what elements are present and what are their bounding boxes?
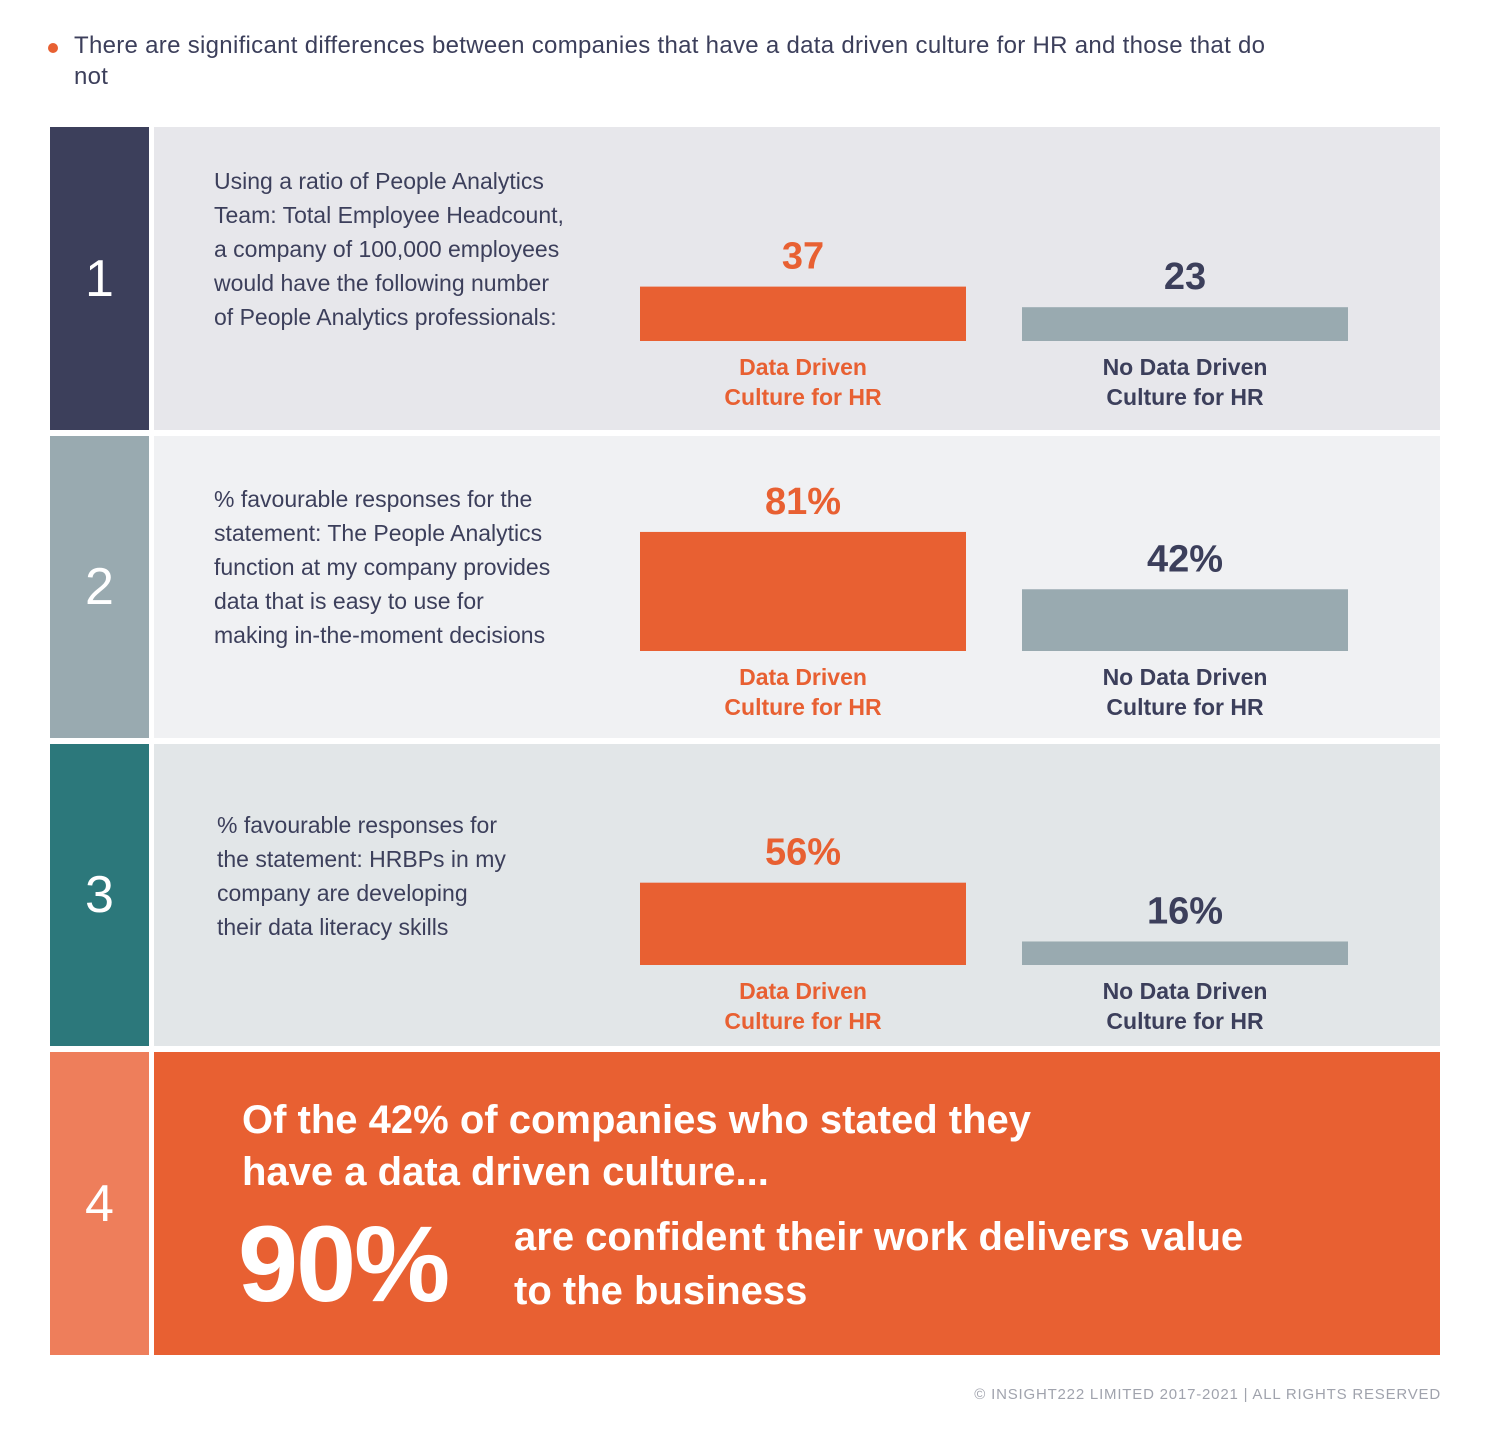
stat-row-4: 4 Of the 42% of companies who stated the…: [50, 1052, 1440, 1355]
bar-category-label: Data Driven Culture for HR: [724, 664, 882, 720]
row-description-2: % favourable responses for the statement…: [214, 486, 551, 648]
bar-data-driven: [640, 531, 966, 651]
row-panel-2: % favourable responses for the statement…: [154, 436, 1440, 738]
bar-category-label: No Data Driven Culture for HR: [1103, 354, 1268, 410]
bar-chart-1: 37 Data Driven Culture for HR 23 No Data Dri…: [640, 236, 1348, 410]
bar-category-label: No Data Driven Culture for HR: [1103, 978, 1268, 1034]
row-number-2: 2: [50, 436, 149, 738]
bar-value-label: 56%: [765, 832, 841, 874]
stat-row-1: 1 Using a ratio of People Analytics Team…: [50, 127, 1440, 430]
row-number-4: 4: [50, 1052, 149, 1355]
bar-value-label: 42%: [1147, 538, 1223, 580]
bar-category-label: Data Driven Culture for HR: [724, 978, 882, 1034]
intro-text: There are significant differences betwee…: [74, 32, 1266, 90]
row-number-1: 1: [50, 127, 149, 430]
bar-category-label: Data Driven Culture for HR: [724, 354, 882, 410]
row-panel-3: % favourable responses for the statement…: [154, 744, 1440, 1046]
row-description-1: Using a ratio of People Analytics Team: …: [214, 168, 564, 330]
bar-value-label: 81%: [765, 481, 841, 523]
row-panel-1: Using a ratio of People Analytics Team: …: [154, 127, 1440, 430]
bar-value-label: 16%: [1147, 890, 1223, 932]
intro-bullet: There are significant differences betwee…: [48, 30, 1348, 92]
bar-chart-2: 81% Data Driven Culture for HR 42% No Data D…: [640, 481, 1348, 720]
bullet-dot-icon: [48, 43, 58, 53]
bar-value-label: 23: [1164, 256, 1206, 298]
bar-value-label: 37: [782, 236, 824, 278]
bar-no-data-driven: [1022, 307, 1348, 341]
bar-category-label: No Data Driven Culture for HR: [1103, 664, 1268, 720]
bar-data-driven: [640, 882, 966, 965]
bar-no-data-driven: [1022, 589, 1348, 651]
row-number-3: 3: [50, 744, 149, 1046]
row-description-3: % favourable responses for the statement…: [217, 812, 506, 940]
bar-no-data-driven: [1022, 941, 1348, 965]
row4-headline: Of the 42% of companies who stated they …: [242, 1098, 1032, 1194]
copyright-footer: © INSIGHT222 LIMITED 2017-2021 | ALL RIG…: [974, 1386, 1441, 1403]
stat-row-2: 2 % favourable responses for the stateme…: [50, 436, 1440, 738]
stat-row-3: 3 % favourable responses for the stateme…: [50, 744, 1440, 1046]
row4-stat-text: are confident their work delivers value …: [514, 1215, 1244, 1313]
bar-data-driven: [640, 286, 966, 341]
row-panel-4: Of the 42% of companies who stated they …: [154, 1052, 1440, 1355]
bar-chart-3: 56% Data Driven Culture for HR 16% No Data D…: [640, 832, 1348, 1034]
row4-big-stat: 90%: [238, 1203, 450, 1324]
